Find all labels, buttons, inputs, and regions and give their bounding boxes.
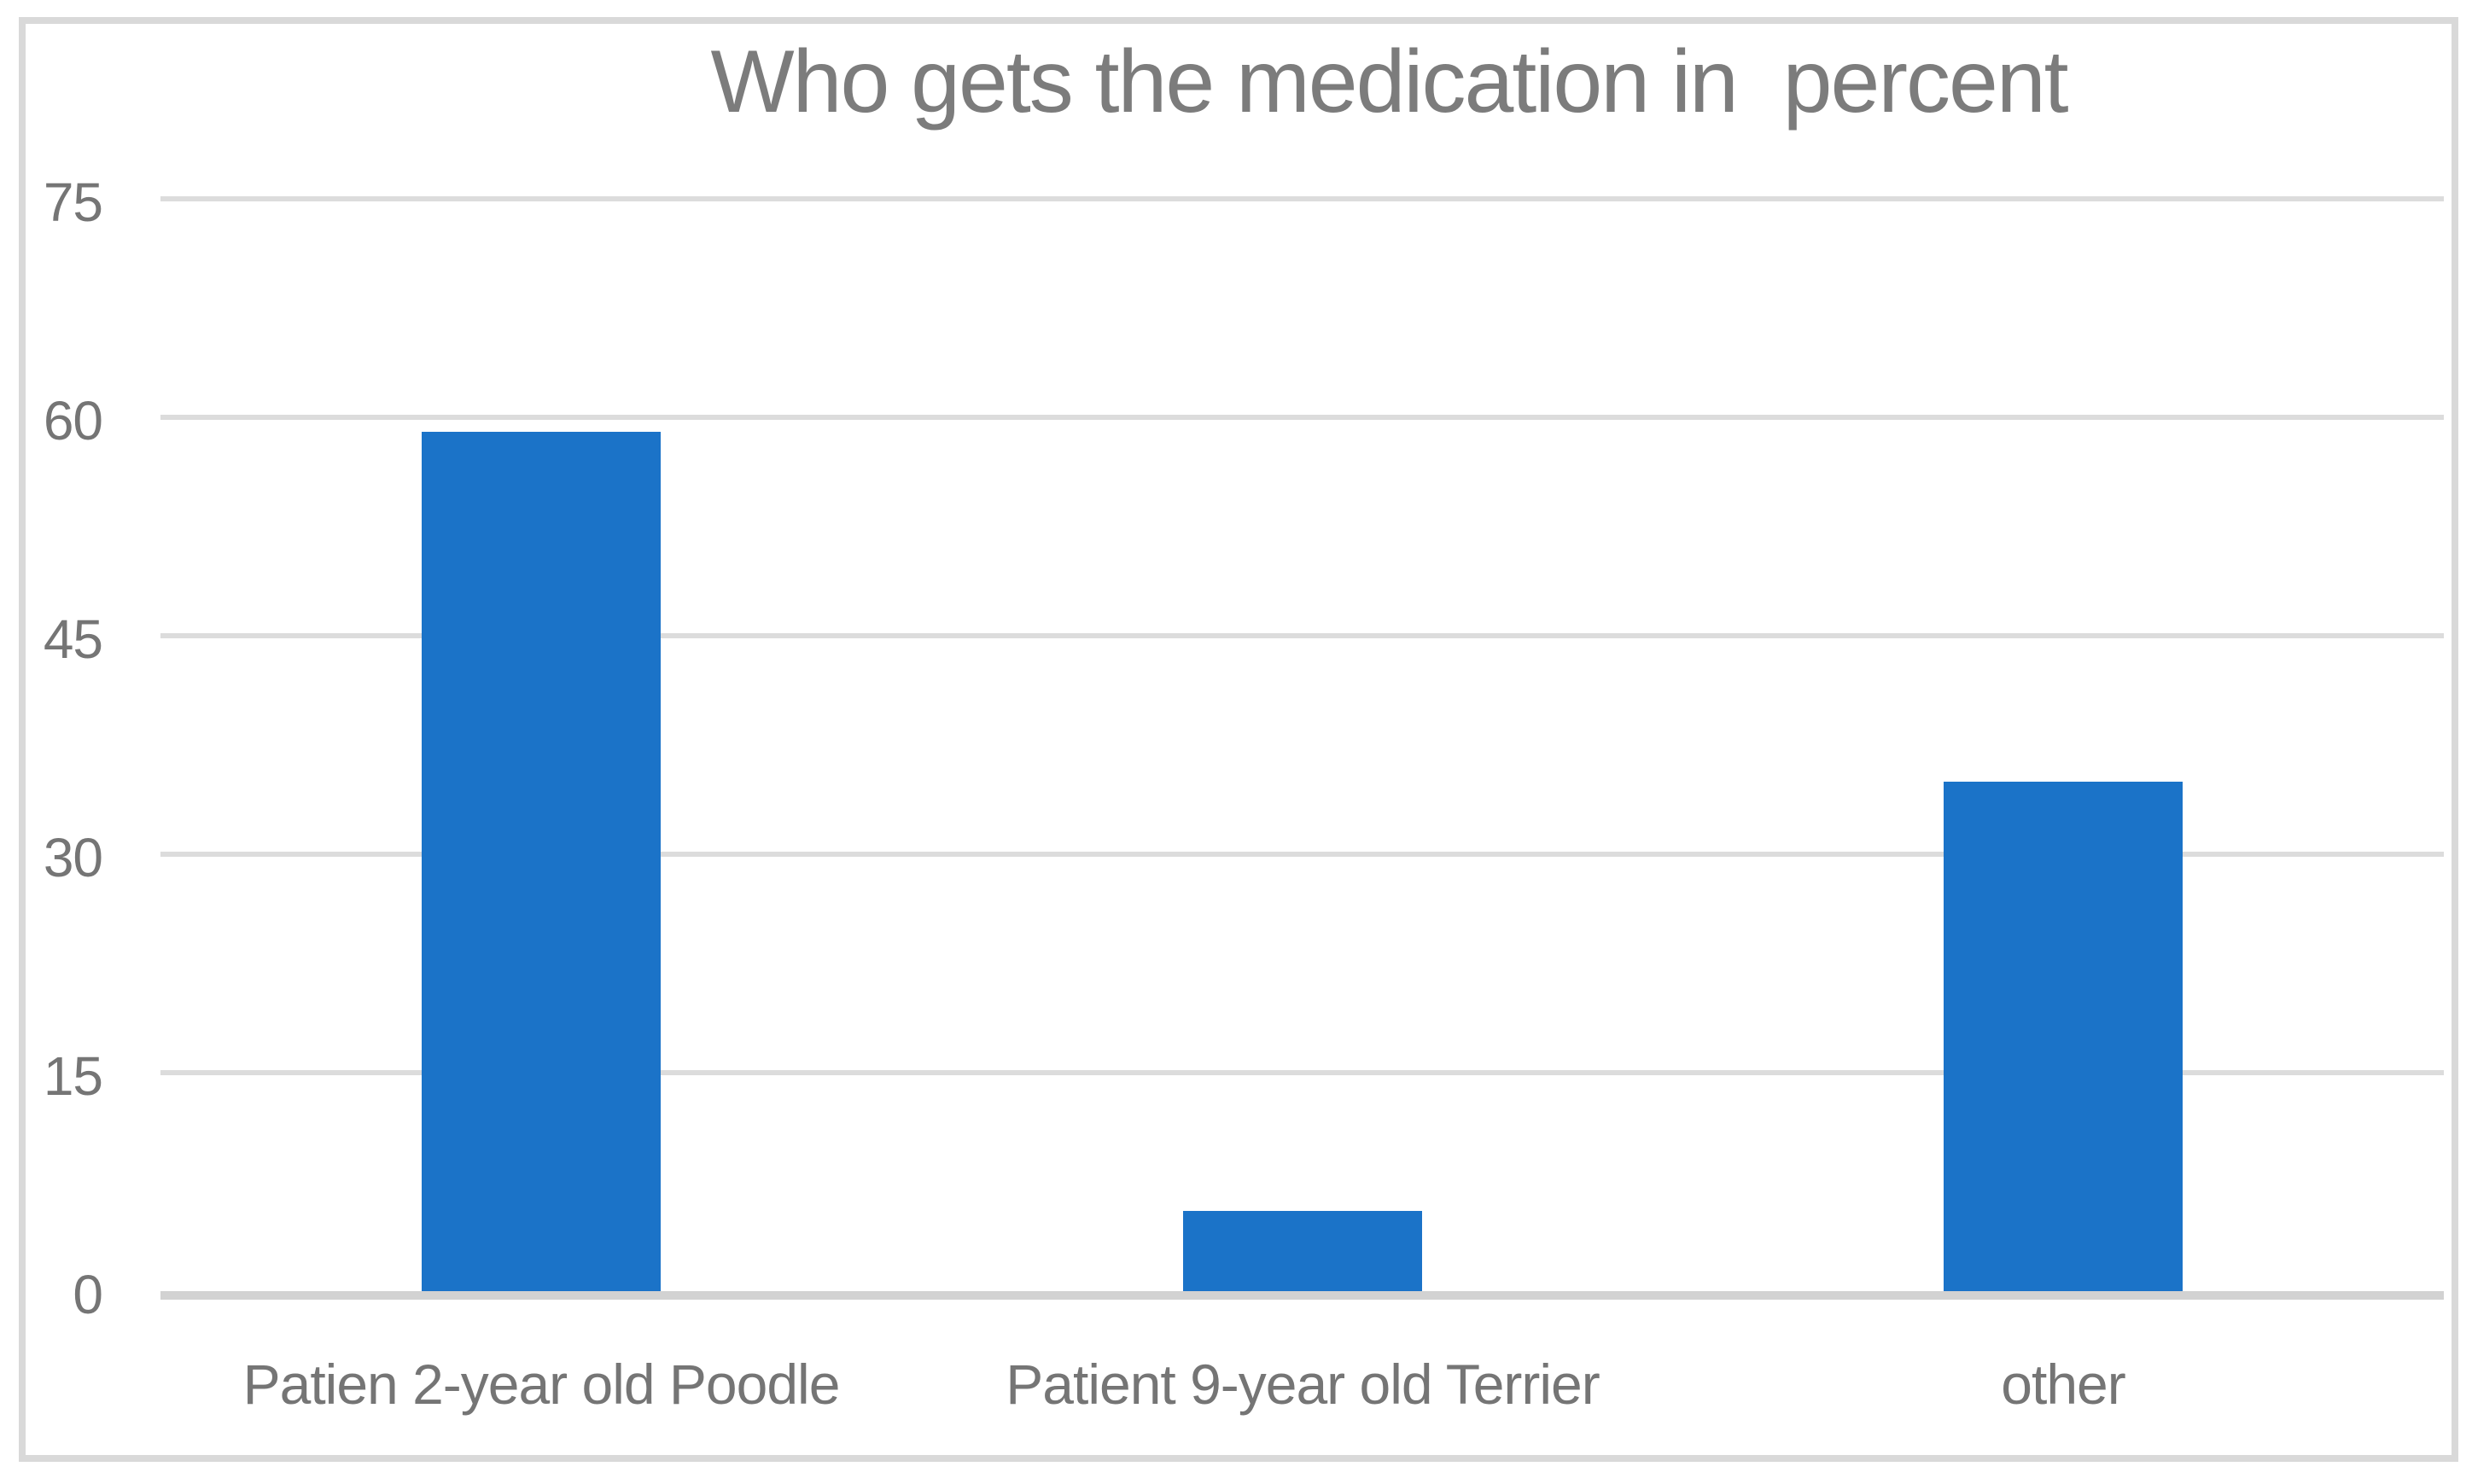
gridline-30	[160, 852, 2444, 857]
gridline-60	[160, 415, 2444, 420]
gridline-15	[160, 1070, 2444, 1075]
x-category-label-1: Patient 9-year old Terrier	[1006, 1353, 1600, 1416]
bar-patien-2-year-old-poodle	[422, 432, 661, 1291]
x-category-label-0: Patien 2-year old Poodle	[242, 1353, 841, 1416]
y-tick-label-30: 30	[43, 827, 103, 888]
bar-other	[1944, 782, 2183, 1291]
chart-title: Who gets the medication in percent	[710, 32, 2068, 131]
y-tick-label-60: 60	[43, 390, 103, 451]
chart-border-frame	[19, 17, 2458, 1462]
y-tick-label-45: 45	[43, 608, 103, 670]
y-tick-label-0: 0	[73, 1264, 103, 1325]
x-category-label-2: other	[2001, 1353, 2125, 1416]
x-axis-baseline	[160, 1291, 2444, 1300]
gridline-75	[160, 196, 2444, 201]
y-tick-label-75: 75	[43, 172, 103, 233]
y-tick-label-15: 15	[43, 1045, 103, 1107]
gridline-45	[160, 633, 2444, 638]
bar-patient-9-year-old-terrier	[1183, 1211, 1422, 1291]
